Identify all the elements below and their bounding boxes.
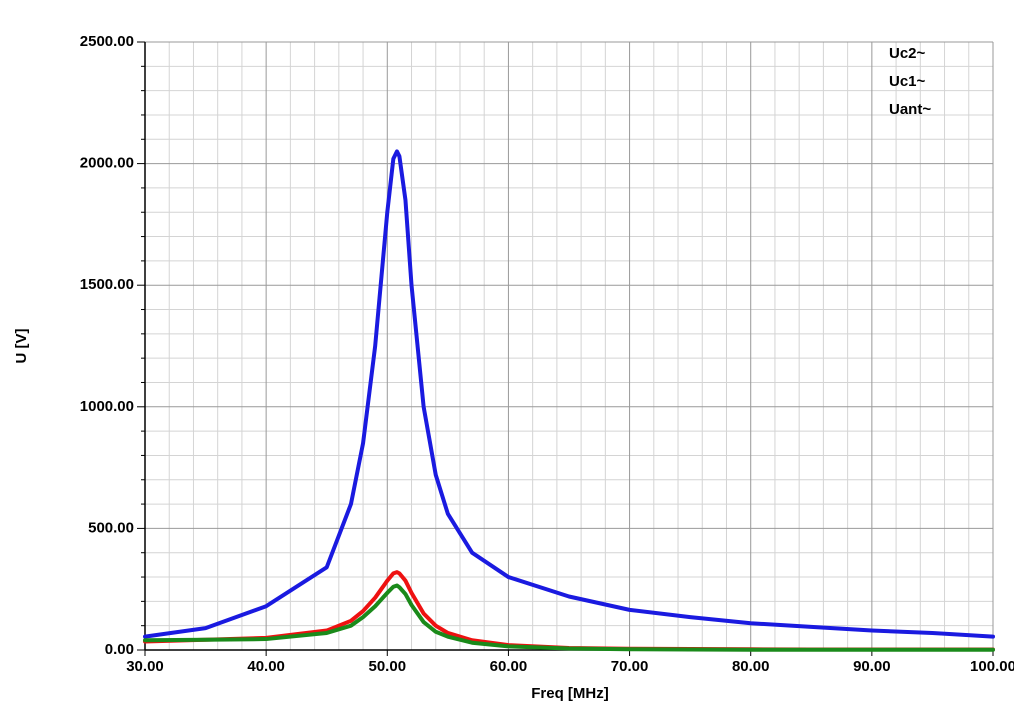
x-tick-label: 40.00 [247,658,285,675]
y-tick-label: 2500.00 [80,33,134,50]
line-series [143,149,995,639]
x-tick-label: 50.00 [369,658,407,675]
y-tick-label: 0.00 [105,641,134,658]
x-tick-label: 90.00 [853,658,891,675]
y-tick-label: 500.00 [88,519,134,536]
y-tick-label: 1000.00 [80,398,134,415]
x-tick-label: 60.00 [490,658,528,675]
legend-label: Uc1~ [889,73,926,90]
y-axis-label: U [V] [13,329,30,364]
legend-label: Uant~ [889,101,931,118]
x-tick-label: 70.00 [611,658,649,675]
y-tick-label: 2000.00 [80,155,134,172]
legend-label: Uc2~ [889,45,926,62]
y-tick-label: 1500.00 [80,276,134,293]
line-series [143,583,995,652]
x-tick-label: 80.00 [732,658,770,675]
x-tick-label: 30.00 [126,658,164,675]
x-tick-label: 100.00 [970,658,1014,675]
x-axis-label: Freq [MHz] [531,685,609,702]
